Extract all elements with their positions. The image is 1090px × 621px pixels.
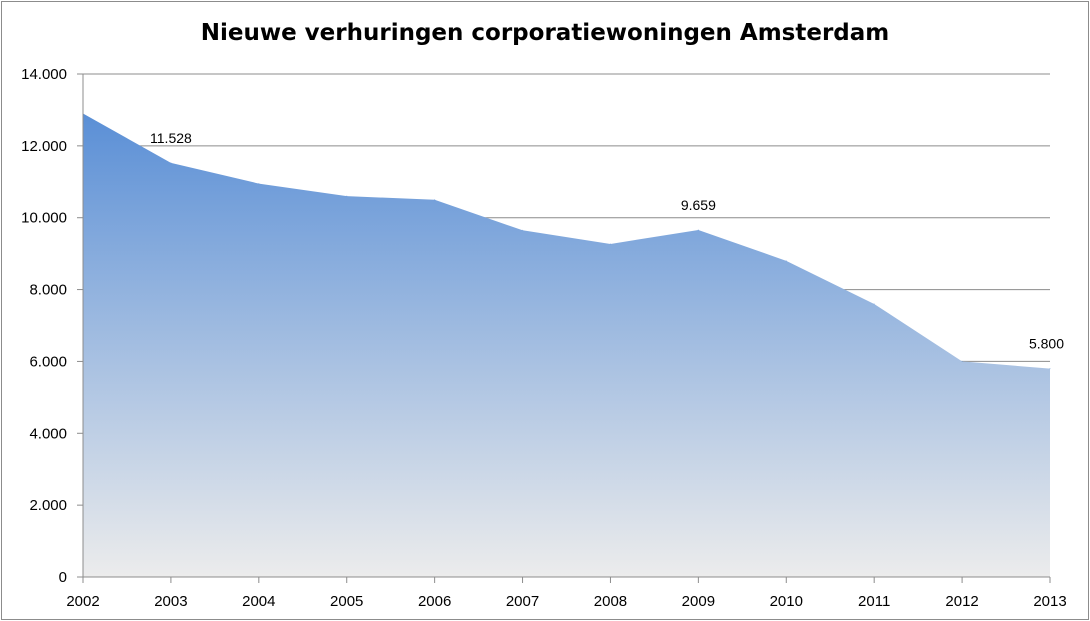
data-label: 11.528 — [150, 130, 192, 146]
data-point — [434, 199, 436, 201]
x-tick-label: 2004 — [242, 593, 275, 610]
y-tick-label: 0 — [59, 569, 67, 586]
x-tick-label: 2009 — [682, 593, 715, 610]
data-point — [170, 162, 172, 164]
x-tick-label: 2007 — [506, 593, 539, 610]
data-label: 9.659 — [681, 197, 716, 213]
data-point — [346, 195, 348, 197]
y-tick-label: 12.000 — [21, 138, 67, 155]
data-point — [609, 243, 612, 245]
y-tick-label: 14.000 — [21, 66, 67, 83]
chart-title: Nieuwe verhuringen corporatiewoningen Am… — [200, 20, 890, 46]
x-tick-label: 2012 — [945, 593, 978, 610]
y-tick-label: 10.000 — [21, 210, 67, 227]
data-point — [785, 260, 787, 262]
x-tick-label: 2011 — [858, 593, 890, 610]
x-tick-label: 2010 — [770, 593, 803, 610]
data-point — [1049, 368, 1051, 370]
x-tick-label: 2008 — [594, 593, 627, 610]
y-tick-label: 4.000 — [29, 425, 67, 442]
x-tick-label: 2002 — [66, 593, 99, 610]
area-series — [83, 113, 1050, 578]
x-tick-label: 2006 — [418, 593, 451, 610]
y-tick-label: 2.000 — [29, 497, 67, 514]
x-tick-label: 2005 — [330, 593, 363, 610]
x-tick-label: 2013 — [1033, 593, 1066, 610]
data-point — [697, 229, 699, 231]
data-point — [258, 182, 260, 185]
data-point — [961, 360, 963, 363]
data-label: 5.800 — [1029, 336, 1064, 352]
data-point — [521, 229, 524, 231]
x-tick-label: 2003 — [154, 593, 187, 610]
y-tick-label: 6.000 — [29, 353, 67, 370]
y-tick-label: 8.000 — [29, 282, 67, 299]
data-point — [873, 303, 875, 305]
